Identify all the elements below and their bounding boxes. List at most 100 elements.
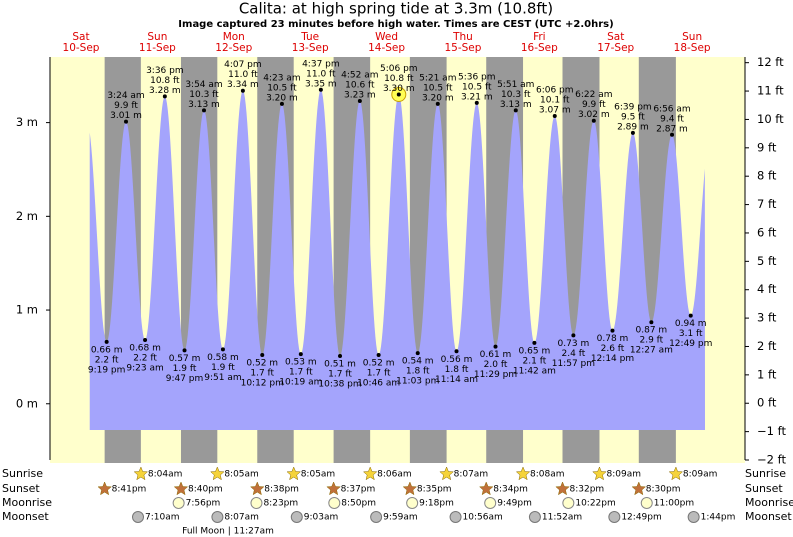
- tide-point: [201, 108, 206, 113]
- tide-point: [552, 114, 557, 119]
- tide-point: [688, 313, 693, 318]
- day-name: Sat: [72, 31, 89, 43]
- tide-time: 4:37 pm: [302, 59, 340, 69]
- moon-icon: [640, 497, 653, 509]
- y2-tick-label: 9 ft: [757, 140, 777, 154]
- tide-height: 3.07 m: [539, 106, 571, 116]
- tide-time: 10:38 pm: [318, 379, 361, 389]
- tide-point: [104, 339, 109, 344]
- day-date: 13-Sep: [292, 42, 329, 54]
- tide-height: 3.13 m: [500, 100, 532, 110]
- moonset-time: 11:52am: [542, 513, 582, 523]
- sun-icon: [249, 481, 265, 496]
- tide-feet: 10.5 ft: [423, 83, 453, 93]
- tide-point: [435, 101, 440, 106]
- tide-time: 6:39 pm: [614, 102, 652, 112]
- moonrise-time: 8:50pm: [341, 499, 376, 509]
- moon-icon: [608, 511, 621, 523]
- moon-phase: Full Moon | 11:27am: [182, 527, 274, 537]
- tide-height: 2.87 m: [656, 124, 688, 134]
- tide-feet: 9.9 ft: [114, 101, 138, 111]
- tide-height: 3.01 m: [110, 111, 142, 121]
- y-tick-label: 2 m: [16, 209, 38, 223]
- moon-icon: [449, 511, 462, 523]
- row-label: Moonrise: [745, 496, 793, 509]
- tide-time: 10:12 pm: [241, 379, 284, 389]
- day-name: Sat: [607, 31, 624, 43]
- tide-height: 3.34 m: [227, 80, 259, 90]
- sunrise-time: 8:08am: [530, 470, 565, 480]
- sunset-time: 8:34pm: [493, 485, 528, 495]
- moon-icon: [562, 497, 575, 509]
- sun-icon: [326, 481, 341, 496]
- moon-icon: [250, 497, 263, 509]
- tide-point: [571, 333, 576, 338]
- tide-time: 5:21 am: [419, 73, 456, 83]
- tide-time: 11:42 am: [513, 366, 556, 376]
- tide-point: [396, 92, 401, 97]
- sunrise-time: 8:04am: [148, 470, 183, 480]
- moonrise-time: 9:18pm: [419, 499, 454, 509]
- tide-point: [162, 94, 167, 99]
- y2-tick-label: 5 ft: [757, 254, 777, 268]
- tide-point: [338, 353, 343, 358]
- tide-point: [143, 338, 148, 343]
- sun-icon: [478, 481, 494, 496]
- sunset-time: 8:35pm: [417, 485, 452, 495]
- moon-icon: [328, 497, 341, 509]
- tide-height: 3.35 m: [305, 79, 337, 89]
- day-name: Sun: [147, 31, 167, 43]
- day-date: 15-Sep: [444, 42, 481, 54]
- tide-height: 0.68 m: [129, 344, 161, 354]
- tide-point: [376, 353, 381, 358]
- tide-time: 11:14 am: [435, 375, 478, 385]
- tide-point: [240, 88, 245, 93]
- tide-feet: 10.8 ft: [384, 74, 414, 84]
- tide-height: 0.53 m: [285, 358, 317, 368]
- tide-feet: 10.8 ft: [150, 76, 180, 86]
- tide-point: [357, 99, 362, 104]
- tide-height: 3.20 m: [266, 93, 298, 103]
- tide-point: [610, 328, 615, 333]
- tide-feet: 2.4 ft: [562, 349, 586, 359]
- tide-height: 0.73 m: [558, 339, 590, 349]
- tide-time: 9:19 pm: [88, 365, 126, 375]
- tide-feet: 1.9 ft: [211, 363, 235, 373]
- row-label: Moonrise: [2, 496, 52, 509]
- tide-time: 9:51 am: [204, 373, 241, 383]
- chart-subtitle: Image captured 23 minutes before high wa…: [178, 19, 613, 30]
- row-label: Sunset: [745, 482, 783, 495]
- y2-tick-label: 6 ft: [757, 225, 777, 239]
- sunset-time: 8:41pm: [112, 485, 147, 495]
- tide-time: 3:36 pm: [146, 66, 184, 76]
- sunrise-time: 8:07am: [454, 470, 489, 480]
- tide-height: 3.02 m: [578, 110, 610, 120]
- tide-point: [670, 132, 675, 137]
- tide-point: [182, 348, 187, 353]
- sun-icon: [286, 466, 302, 481]
- tide-time: 9:23 am: [126, 364, 163, 374]
- tide-feet: 10.3 ft: [189, 90, 219, 100]
- y2-tick-label: 4 ft: [757, 282, 777, 296]
- tide-feet: 2.2 ft: [133, 354, 157, 364]
- tide-feet: 2.9 ft: [640, 336, 664, 346]
- tide-area: [89, 90, 706, 431]
- y-tick-label: 0 m: [16, 396, 38, 410]
- y-tick-label: 3 m: [16, 115, 38, 129]
- moon-icon: [132, 511, 145, 523]
- sun-icon: [592, 466, 607, 481]
- tide-height: 3.21 m: [461, 92, 493, 102]
- moonset-time: 1:44pm: [701, 513, 736, 523]
- tide-feet: 10.6 ft: [345, 81, 375, 91]
- moonset-time: 8:07am: [224, 513, 259, 523]
- tide-point: [298, 352, 303, 357]
- row-label: Moonset: [2, 510, 49, 523]
- y2-tick-label: −2 ft: [757, 453, 786, 467]
- tide-feet: 2.0 ft: [484, 360, 508, 370]
- tide-height: 2.89 m: [617, 122, 649, 132]
- tide-feet: 9.9 ft: [582, 100, 606, 110]
- sun-icon: [97, 481, 112, 496]
- tide-height: 3.23 m: [344, 91, 376, 101]
- y2-tick-label: 2 ft: [757, 339, 777, 353]
